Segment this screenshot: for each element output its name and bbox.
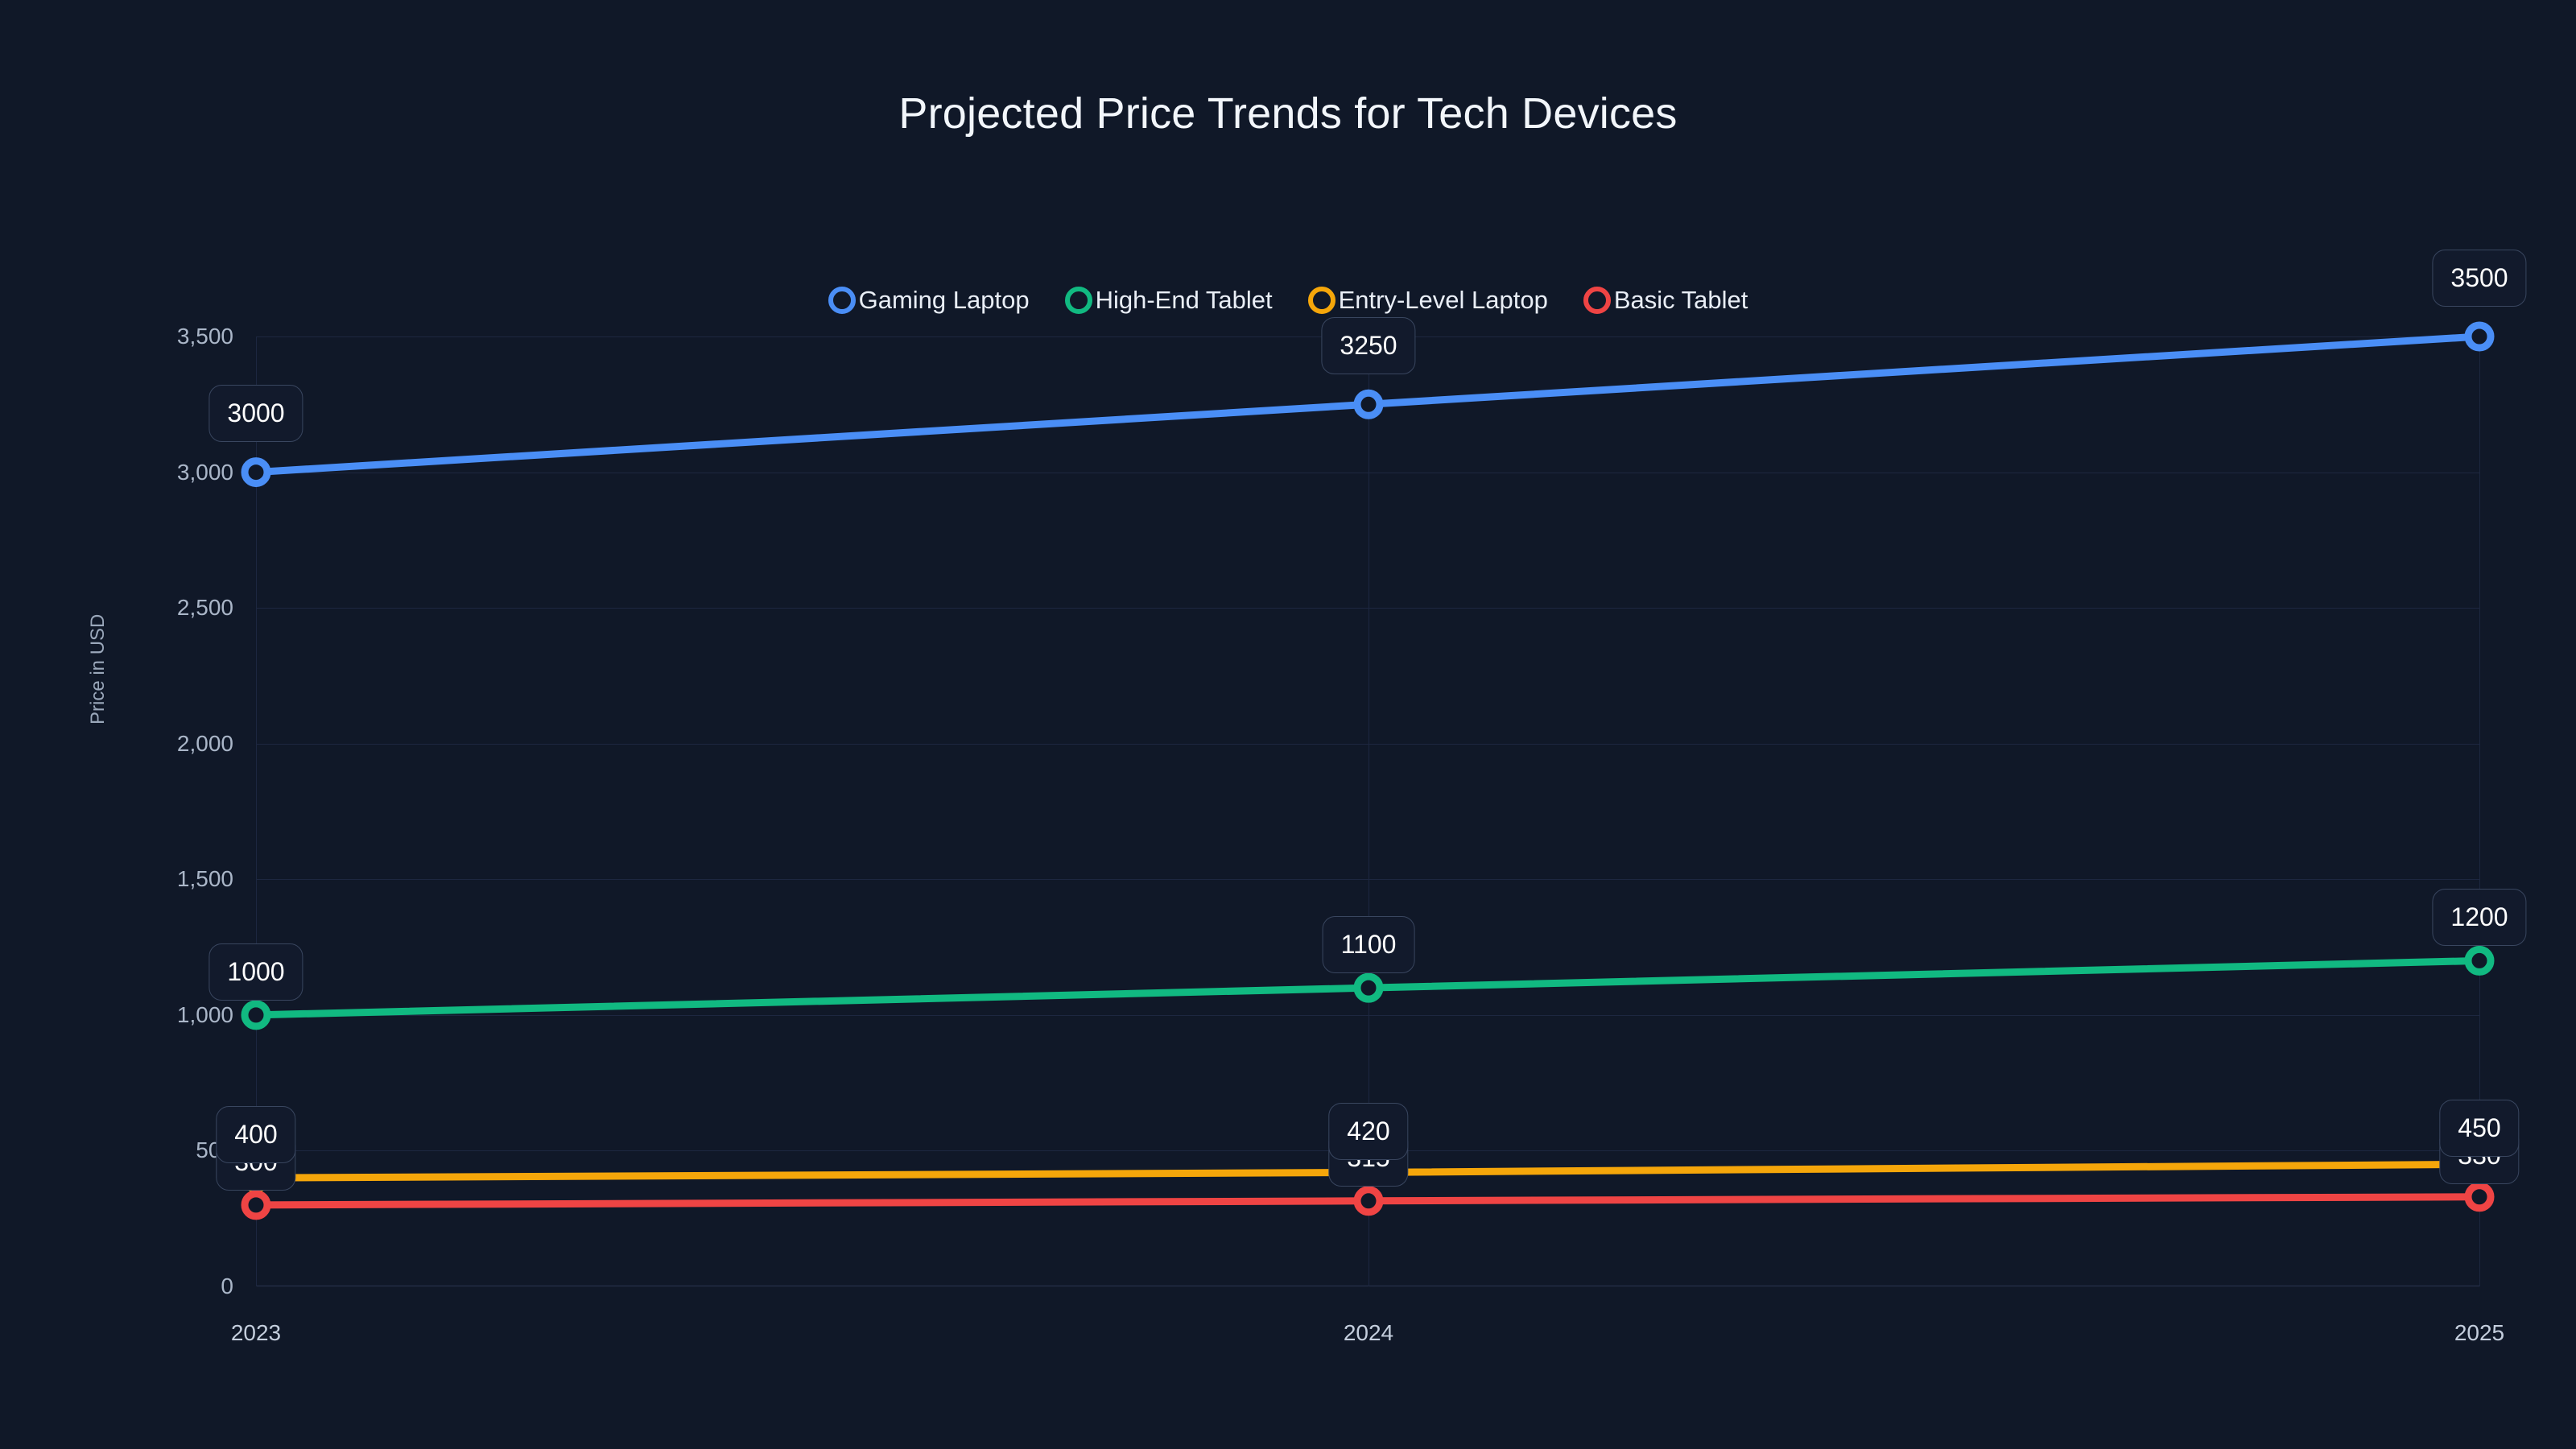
gridline-vertical [1368,336,1369,1286]
data-label-tooltip: 3000 [208,385,303,442]
y-axis-tick-label: 500 [196,1137,233,1163]
data-label-tooltip: 3500 [2432,250,2527,307]
data-label-tooltip: 1200 [2432,889,2527,946]
legend-marker-icon [1064,287,1092,314]
gridline-horizontal [256,743,2479,745]
data-label-tooltip: 3250 [1321,317,1416,374]
data-label-tooltip: 1100 [1322,916,1415,973]
data-label-tooltip: 420 [1328,1103,1409,1160]
data-label-tooltip: 450 [2439,1100,2520,1157]
legend-item-label: High-End Tablet [1095,286,1273,314]
legend-item-gaming-laptop[interactable]: Gaming Laptop [828,286,1030,315]
legend-item-label: Entry-Level Laptop [1338,286,1548,314]
x-axis-tick-label: 2025 [2454,1320,2505,1345]
y-axis-title: Price in USD [87,613,109,724]
y-axis-tick-label: 2,500 [176,595,233,621]
legend-item-entry-level-laptop[interactable]: Entry-Level Laptop [1307,286,1548,315]
chart-legend: Gaming Laptop High-End Tablet Entry-Level … [0,286,2576,315]
legend-item-basic-tablet[interactable]: Basic Tablet [1583,286,1748,315]
y-axis-tick-label: 1,500 [176,866,233,892]
gridline-vertical [256,336,257,1286]
legend-marker-icon [1583,287,1611,314]
x-axis-tick-label: 2024 [1343,1320,1394,1345]
legend-marker-icon [1307,287,1335,314]
x-axis-tick-label: 2023 [230,1320,282,1345]
data-label-tooltip: 400 [216,1106,296,1163]
y-axis-tick-label: 2,000 [176,730,233,756]
y-axis-tick-label: 3,000 [176,459,233,485]
gridline-horizontal [256,1014,2479,1016]
legend-marker-icon [828,287,856,314]
gridline-vertical [2479,336,2480,1286]
gridline-horizontal [256,608,2479,609]
y-axis-tick-label: 1,000 [176,1001,233,1027]
legend-item-label: Basic Tablet [1613,286,1748,314]
legend-item-high-end-tablet[interactable]: High-End Tablet [1064,286,1273,315]
y-axis-tick-label: 3,500 [176,324,233,349]
data-label-tooltip: 1000 [208,943,303,1001]
chart-title: Projected Price Trends for Tech Devices [898,89,1678,138]
y-axis-tick-label: 0 [221,1274,233,1298]
legend-item-label: Gaming Laptop [858,286,1030,314]
gridline-horizontal [256,879,2479,881]
